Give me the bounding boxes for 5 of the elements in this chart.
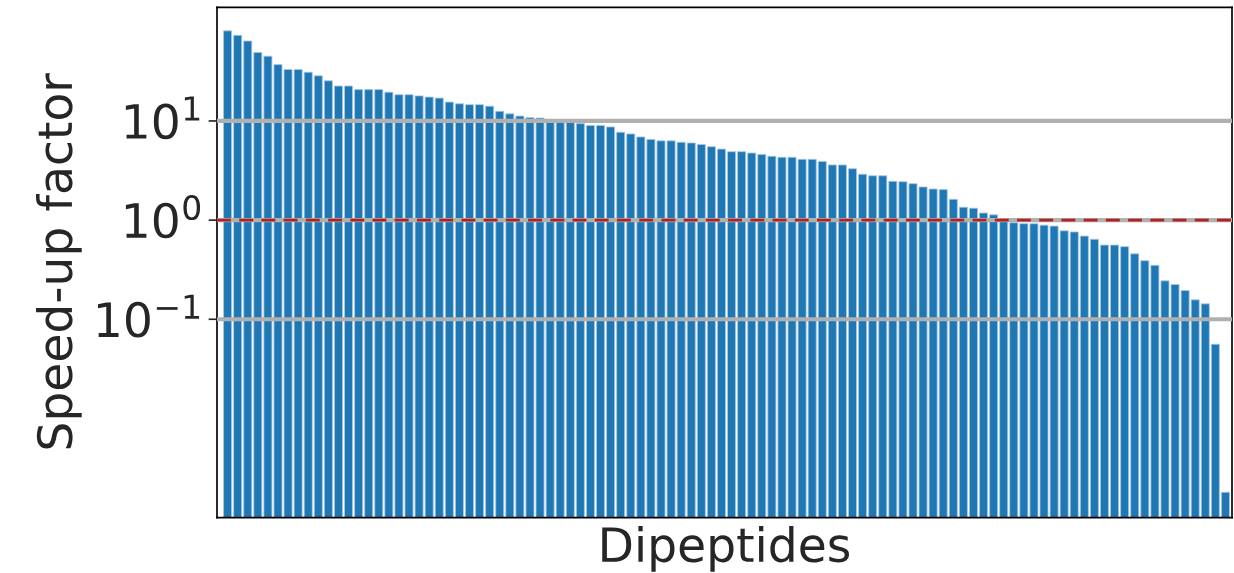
- x-axis-title: Dipeptides: [602, 525, 850, 572]
- y-axis-title: Speed-up factor: [36, 73, 82, 449]
- y-tick-label: 10$^{−1}$: [98, 294, 200, 338]
- y-tick-label: 10$^{0}$: [125, 195, 201, 239]
- y-tick-label: 10$^{1}$: [125, 96, 200, 140]
